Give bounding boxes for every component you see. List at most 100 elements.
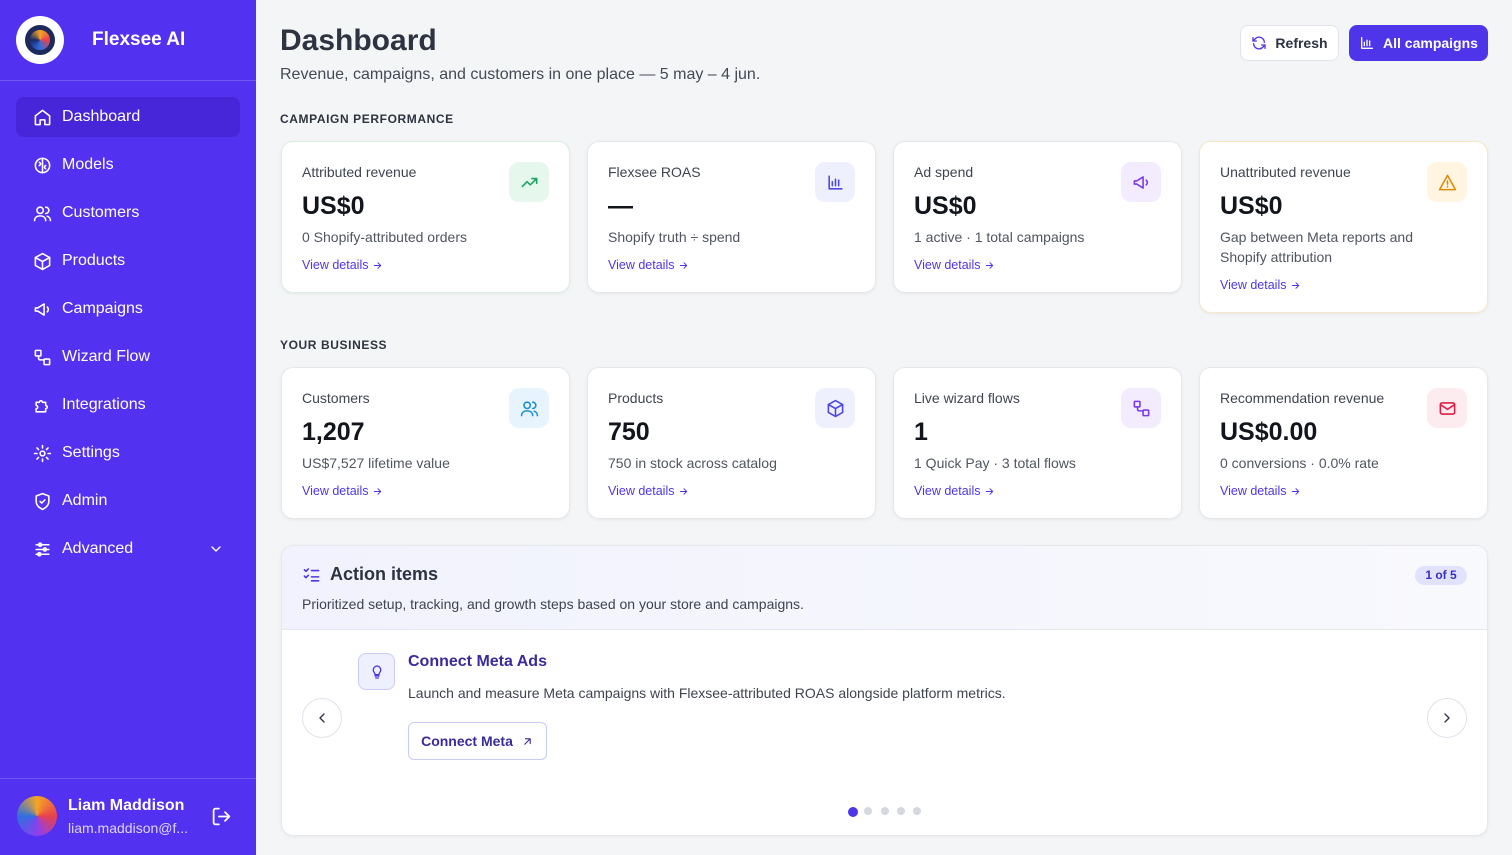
- icon-shape: [36, 551, 42, 557]
- icon: [211, 806, 232, 827]
- card-label: Flexsee ROAS: [608, 164, 701, 180]
- page-subtitle: Revenue, campaigns, and customers in one…: [280, 66, 761, 83]
- next-button[interactable]: [1427, 698, 1467, 738]
- nav-item[interactable]: Admin: [16, 481, 240, 521]
- icon-shape: [39, 449, 46, 457]
- icon-shape: [1144, 178, 1148, 186]
- card-note: 1 Quick Pay · 3 total flows: [914, 455, 1076, 471]
- icon: [1359, 35, 1375, 51]
- previous-button[interactable]: [302, 698, 342, 738]
- view-details-link[interactable]: View details: [608, 484, 689, 498]
- icon-shape: [1133, 175, 1148, 189]
- card-note: Gap between Meta reports and Shopify att…: [1220, 229, 1414, 265]
- icon-shape: [33, 444, 52, 462]
- view-details-link[interactable]: View details: [914, 484, 995, 498]
- icon-shape: [211, 546, 221, 552]
- card-icon: [815, 388, 855, 428]
- carousel-dot[interactable]: [913, 807, 922, 815]
- card-icon: [815, 162, 855, 202]
- icon: [33, 204, 52, 223]
- card-value: 1: [914, 418, 928, 446]
- icon: [520, 399, 539, 418]
- brand-logo: [16, 16, 64, 64]
- icon-shape: [827, 399, 843, 417]
- icon: [521, 735, 534, 748]
- nav-item[interactable]: Wizard Flow: [16, 337, 240, 377]
- card-label: Ad spend: [914, 164, 974, 180]
- carousel-dot[interactable]: [864, 807, 873, 815]
- icon-shape: [212, 807, 231, 826]
- view-details-link[interactable]: View details: [302, 258, 383, 272]
- nav-item[interactable]: Integrations: [16, 385, 240, 425]
- icon-shape: [986, 261, 994, 269]
- link-label: View details: [1220, 278, 1287, 292]
- icon-shape: [1133, 400, 1141, 408]
- icon-shape: [521, 177, 537, 187]
- view-details-link[interactable]: View details: [302, 484, 383, 498]
- icon-shape: [374, 261, 382, 269]
- icon: [33, 396, 52, 415]
- nav-item[interactable]: Advanced: [16, 529, 240, 569]
- all-campaigns-button[interactable]: All campaigns: [1349, 25, 1488, 61]
- carousel-dot[interactable]: [896, 807, 905, 815]
- icon-shape: [1136, 405, 1144, 412]
- icon-shape: [1141, 408, 1149, 416]
- nav-label: Wizard Flow: [62, 348, 151, 365]
- logout-button[interactable]: [211, 806, 232, 832]
- nav-item[interactable]: Products: [16, 241, 240, 281]
- icon-shape: [33, 205, 52, 221]
- item-title: Connect Meta Ads: [408, 653, 547, 670]
- card-note: 0 conversions · 0.0% rate: [1220, 455, 1379, 471]
- icon-shape: [37, 541, 43, 547]
- link-label: View details: [608, 258, 675, 272]
- icon-shape: [35, 541, 50, 557]
- icon-shape: [827, 174, 843, 190]
- icon-shape: [374, 487, 382, 495]
- sidebar: Flexsee AI Dashboard Models Customers Produc…: [0, 0, 256, 855]
- icon: [369, 664, 385, 680]
- icon-shape: [42, 546, 48, 552]
- icon-shape: [35, 492, 50, 510]
- view-details-link[interactable]: View details: [914, 258, 995, 272]
- icon-shape: [1252, 37, 1267, 49]
- icon: [984, 260, 995, 271]
- refresh-button[interactable]: Refresh: [1240, 25, 1339, 61]
- carousel-dot[interactable]: [880, 807, 889, 815]
- user-avatar: [17, 796, 57, 836]
- icon-shape: [986, 487, 994, 495]
- icon-shape: [212, 807, 231, 826]
- card-value: US$0: [1220, 192, 1283, 220]
- icon-shape: [1439, 401, 1455, 415]
- icon: [678, 260, 689, 271]
- card-value: US$0: [302, 192, 365, 220]
- panel-title: Action items: [330, 564, 439, 584]
- view-details-link[interactable]: View details: [1220, 484, 1301, 498]
- icon-shape: [986, 487, 994, 495]
- icon-shape: [1444, 713, 1450, 723]
- button-label: All campaigns: [1383, 35, 1478, 51]
- view-details-link[interactable]: View details: [608, 258, 689, 272]
- icon-shape: [303, 568, 320, 582]
- button-label: Connect Meta: [421, 733, 513, 749]
- icon-shape: [35, 399, 48, 413]
- nav-item[interactable]: Models: [16, 145, 240, 185]
- icon: [1290, 486, 1301, 497]
- nav-item[interactable]: Settings: [16, 433, 240, 473]
- nav-item[interactable]: Dashboard: [16, 97, 240, 137]
- stat-card: Products 750 750 in stock across catalog Vi…: [587, 367, 876, 519]
- view-details-link[interactable]: View details: [1220, 278, 1301, 292]
- connect-meta-button[interactable]: Connect Meta: [408, 722, 547, 760]
- link-label: View details: [914, 484, 981, 498]
- card-note: 0 Shopify-attributed orders: [302, 229, 467, 245]
- link-label: View details: [914, 258, 981, 272]
- icon-shape: [34, 302, 45, 316]
- icon: [33, 348, 52, 367]
- card-icon: [1121, 388, 1161, 428]
- link-label: View details: [302, 258, 369, 272]
- stat-card: Live wizard flows 1 1 Quick Pay · 3 total …: [893, 367, 1182, 519]
- panel-description: Prioritized setup, tracking, and growth …: [302, 596, 804, 612]
- nav-item[interactable]: Customers: [16, 193, 240, 233]
- carousel-dot[interactable]: [848, 807, 858, 817]
- nav-item[interactable]: Campaigns: [16, 289, 240, 329]
- icon: [678, 486, 689, 497]
